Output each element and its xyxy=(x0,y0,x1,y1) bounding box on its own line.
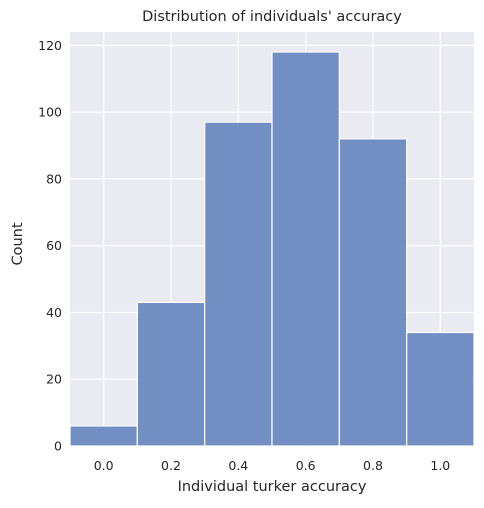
y-tick-label: 20 xyxy=(46,372,62,387)
histogram-bar xyxy=(136,301,206,447)
y-tick-label: 40 xyxy=(46,305,62,320)
y-tick-labels: 0 20 40 60 80 100 120 xyxy=(38,38,62,454)
x-tick-label: 0.6 xyxy=(296,458,316,473)
bars xyxy=(69,51,475,447)
y-tick-label: 100 xyxy=(38,105,62,120)
x-tick-label: 0.8 xyxy=(363,458,383,473)
histogram-bar xyxy=(338,138,408,447)
x-tick-label: 1.0 xyxy=(430,458,450,473)
y-tick-label: 120 xyxy=(38,38,62,53)
x-tick-label: 0.0 xyxy=(94,458,114,473)
histogram-bar xyxy=(204,121,273,447)
histogram-bar xyxy=(69,425,138,447)
y-tick-label: 0 xyxy=(54,439,62,454)
x-tick-labels: 0.0 0.2 0.4 0.6 0.8 1.0 xyxy=(94,458,451,473)
x-tick-label: 0.2 xyxy=(161,458,181,473)
y-axis-label: Count xyxy=(10,222,26,265)
y-tick-label: 80 xyxy=(46,171,62,186)
x-tick-label: 0.4 xyxy=(228,458,248,473)
chart-title: Distribution of individuals' accuracy xyxy=(142,9,402,25)
histogram-bar xyxy=(271,51,340,447)
y-tick-label: 60 xyxy=(46,238,62,253)
histogram-bar xyxy=(406,331,475,447)
x-axis-label: Individual turker accuracy xyxy=(178,479,367,495)
